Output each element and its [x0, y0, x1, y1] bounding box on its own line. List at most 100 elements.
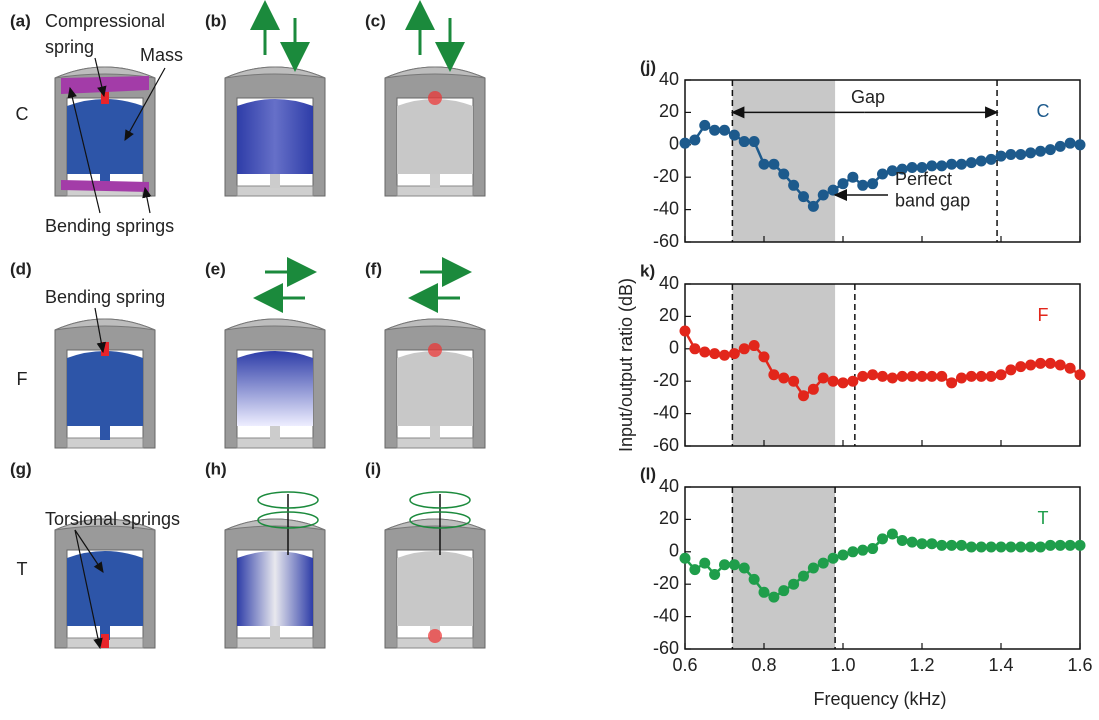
data-point [867, 178, 879, 190]
data-point [817, 189, 829, 201]
data-point [1005, 541, 1017, 553]
data-point [1044, 144, 1056, 156]
y-tick-label: 20 [659, 101, 679, 121]
data-point [956, 539, 967, 551]
data-point [778, 372, 790, 384]
data-point [926, 538, 938, 550]
panel-label: (i) [365, 459, 381, 478]
data-point [689, 564, 701, 576]
data-point [877, 533, 888, 545]
annotation: Torsional springs [45, 509, 180, 529]
data-point [817, 557, 829, 569]
top-cap [224, 518, 326, 531]
data-point [867, 543, 879, 555]
data-point [798, 390, 809, 402]
x-tick-label: 1.2 [909, 655, 934, 675]
data-point [975, 370, 987, 382]
data-point [807, 200, 819, 212]
data-point [758, 158, 770, 170]
annotation: Bending springs [45, 216, 174, 236]
stem [270, 426, 280, 440]
band-gap-region [732, 80, 836, 242]
data-point [926, 370, 938, 382]
annotation: Perfect [895, 169, 952, 189]
data-point [1005, 364, 1017, 376]
annotation: spring [45, 37, 94, 57]
panel-label: (h) [205, 459, 227, 478]
data-point [1025, 359, 1037, 371]
data-point [1015, 541, 1027, 553]
panel-label: (g) [10, 459, 32, 478]
data-point [827, 552, 839, 564]
mass [67, 99, 143, 174]
top-cap [54, 66, 156, 79]
y-tick-label: -20 [653, 370, 679, 390]
data-point [896, 370, 908, 382]
mass [67, 551, 143, 626]
stem [430, 174, 440, 188]
data-point [807, 383, 819, 395]
cylinder-render [224, 318, 326, 449]
y-tick-label: -20 [653, 166, 679, 186]
data-point [956, 158, 967, 170]
data-point [1015, 149, 1027, 161]
y-tick-label: 40 [659, 476, 679, 496]
data-point [1035, 541, 1046, 553]
data-point [916, 161, 928, 173]
y-tick-label: -40 [653, 402, 679, 422]
y-tick-label: 0 [669, 541, 679, 561]
data-point [965, 157, 977, 169]
x-tick-label: 0.8 [751, 655, 776, 675]
data-point [728, 559, 740, 571]
bending-spring [61, 76, 149, 94]
data-point [837, 549, 849, 561]
data-point [728, 129, 740, 141]
data-point [965, 370, 977, 382]
data-point [1064, 137, 1076, 149]
data-point [699, 119, 711, 131]
data-point [1074, 139, 1086, 151]
y-tick-label: -60 [653, 638, 679, 658]
data-point [1054, 359, 1066, 371]
rotation [257, 511, 319, 529]
data-point [1025, 541, 1037, 553]
top-cap [224, 318, 326, 331]
data-point [867, 369, 879, 381]
data-point [758, 586, 770, 598]
cylinder-render [224, 66, 326, 197]
y-tick-label: -60 [653, 435, 679, 455]
data-point [1054, 539, 1066, 551]
data-point [985, 541, 997, 553]
data-point [709, 568, 721, 580]
data-point [1064, 539, 1076, 551]
y-tick-label: 40 [659, 69, 679, 89]
pointer [94, 57, 107, 98]
data-point [877, 168, 888, 180]
data-point [946, 158, 958, 170]
panel-label: (f) [365, 259, 382, 278]
cylinder-render [224, 518, 326, 649]
data-point [965, 541, 977, 553]
data-point [738, 136, 750, 148]
data-point [985, 153, 997, 165]
top-cap [54, 318, 156, 331]
data-point [679, 137, 691, 149]
y-tick-label: -20 [653, 573, 679, 593]
data-point [1054, 140, 1066, 152]
data-point [748, 573, 760, 585]
mass [237, 351, 313, 426]
data-point [1064, 362, 1076, 374]
plot-frame [684, 486, 1081, 650]
data-point [719, 124, 730, 136]
data-point [1005, 149, 1017, 161]
data-point [1044, 539, 1056, 551]
top-cap [54, 518, 156, 531]
data-point [857, 544, 869, 556]
rotation [409, 511, 471, 529]
y-tick-label: -40 [653, 605, 679, 625]
data-point [956, 372, 967, 384]
pointer [74, 529, 104, 573]
data-point [1025, 147, 1037, 159]
data-point [847, 546, 859, 558]
